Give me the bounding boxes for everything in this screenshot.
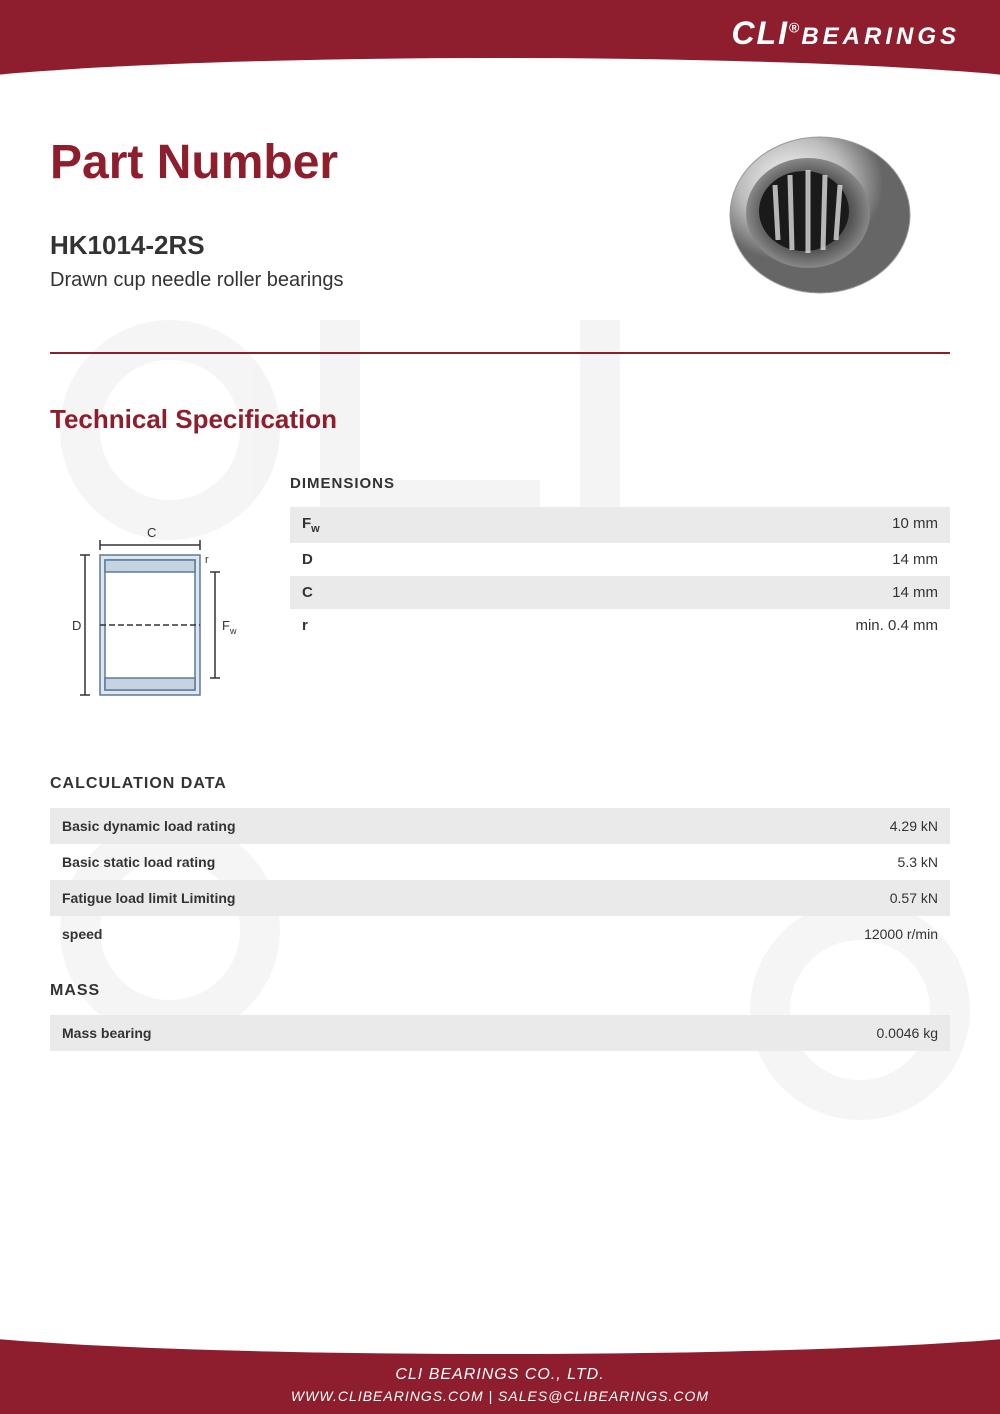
table-row: speed12000 r/min	[50, 916, 950, 952]
diagram-label-r: r	[205, 554, 209, 566]
product-image	[700, 125, 920, 305]
footer-company: CLI BEARINGS CO., LTD.	[0, 1366, 1000, 1384]
page-footer: CLI BEARINGS CO., LTD. WWW.CLIBEARINGS.C…	[0, 1339, 1000, 1414]
table-row: Fatigue load limit Limiting0.57 kN	[50, 880, 950, 916]
table-row: Fw10 mm	[290, 507, 950, 543]
calculation-heading: CALCULATION DATA	[50, 775, 950, 793]
mass-table: Mass bearing0.0046 kg	[50, 1015, 950, 1051]
footer-email: SALES@CLIBEARINGS.COM	[498, 1388, 709, 1404]
spec-area: C D Fw r DIMENSIONS Fw10 mm D14 mm C14 m…	[50, 475, 950, 695]
brand-reg: ®	[789, 19, 801, 35]
table-row: rmin. 0.4 mm	[290, 609, 950, 642]
header-wave	[0, 55, 1000, 95]
mass-heading: MASS	[50, 982, 950, 1000]
dimensions-heading: DIMENSIONS	[290, 475, 950, 492]
brand-name: CLI	[731, 15, 789, 51]
technical-diagram: C D Fw r	[50, 475, 250, 695]
footer-text: CLI BEARINGS CO., LTD. WWW.CLIBEARINGS.C…	[0, 1366, 1000, 1404]
brand-suffix: BEARINGS	[801, 23, 960, 50]
content: Part Number HK1014-2RS Drawn cup needle …	[0, 75, 1000, 1051]
table-row: D14 mm	[290, 543, 950, 576]
dimensions-table: DIMENSIONS Fw10 mm D14 mm C14 mm rmin. 0…	[290, 475, 950, 695]
table-row: Mass bearing0.0046 kg	[50, 1015, 950, 1051]
diagram-label-d: D	[72, 618, 81, 633]
table-row: Basic dynamic load rating4.29 kN	[50, 808, 950, 844]
table-row: Basic static load rating5.3 kN	[50, 844, 950, 880]
footer-wave	[0, 1321, 1000, 1357]
brand-logo: CLI®BEARINGS	[731, 15, 960, 52]
diagram-label-c: C	[147, 525, 156, 540]
table-row: C14 mm	[290, 576, 950, 609]
calculation-table: Basic dynamic load rating4.29 kN Basic s…	[50, 808, 950, 952]
diagram-label-fw: Fw	[222, 618, 237, 636]
page-header: CLI®BEARINGS	[0, 0, 1000, 75]
footer-web: WWW.CLIBEARINGS.COM	[291, 1388, 484, 1404]
spec-title: Technical Specification	[50, 404, 950, 435]
divider	[50, 352, 950, 354]
